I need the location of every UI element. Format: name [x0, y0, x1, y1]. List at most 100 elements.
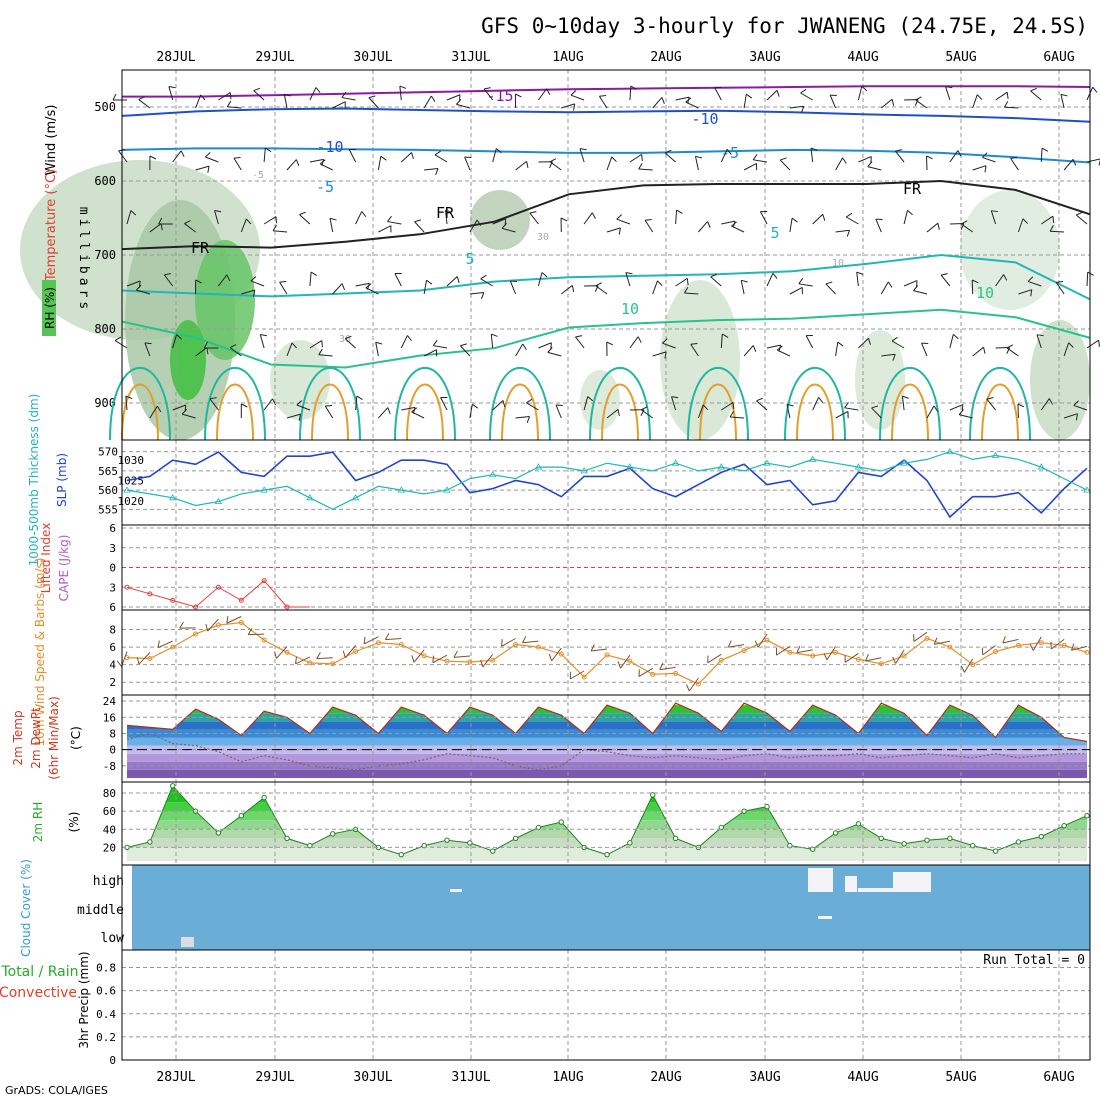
barb-staff — [276, 646, 288, 659]
barb-feather — [617, 409, 620, 417]
barb-staff — [324, 405, 334, 419]
barb-feather — [325, 404, 333, 407]
barb-staff — [136, 289, 151, 295]
surface-wind-barb — [754, 633, 768, 648]
wind-barb — [138, 96, 151, 109]
wind-tick-label: 6 — [109, 641, 116, 654]
contour-label: FR — [903, 180, 922, 198]
warm-contour — [601, 383, 639, 441]
barb-staff — [743, 345, 754, 357]
isotherm-line — [122, 85, 1091, 98]
rh-band — [127, 829, 1087, 839]
barb-feather — [456, 276, 460, 284]
wind-barb — [348, 148, 357, 163]
slp-tick-label: 1025 — [118, 475, 145, 488]
barb-feather — [436, 349, 438, 357]
wind-barb — [714, 86, 722, 101]
barb-staff — [233, 157, 242, 171]
barb-staff — [690, 343, 699, 357]
thickness-marker — [717, 463, 725, 470]
wind-barb — [377, 155, 387, 171]
wind-barb — [296, 400, 311, 411]
barb-staff — [766, 273, 774, 287]
wind-barb — [309, 271, 318, 287]
pressure-tick-label: 900 — [94, 396, 116, 410]
barb-feather — [1003, 274, 1008, 281]
barb-staff — [375, 342, 379, 357]
barb-staff — [296, 404, 311, 411]
barb-staff — [453, 655, 470, 658]
barb-staff — [1036, 334, 1042, 349]
rh-marker — [672, 835, 679, 842]
barb-staff — [401, 406, 416, 411]
barb-feather — [136, 657, 140, 665]
wind-barb — [203, 341, 219, 349]
barb-staff — [1055, 282, 1065, 295]
barb-feather — [1048, 398, 1053, 405]
surface-wind-barb — [913, 631, 928, 642]
barb-feather — [284, 93, 291, 97]
wind-barb — [299, 211, 311, 225]
barb-feather — [1027, 276, 1034, 282]
barb-staff — [469, 404, 473, 419]
surface-wind-barb — [590, 644, 608, 652]
barb-staff — [226, 616, 242, 624]
barb-feather — [846, 230, 850, 237]
rh-marker — [238, 813, 244, 819]
barb-staff — [240, 218, 247, 233]
barb-feather — [144, 342, 152, 345]
barb-feather — [399, 85, 407, 89]
barb-feather — [937, 223, 940, 230]
barb-staff — [986, 398, 996, 411]
barb-feather — [207, 166, 210, 173]
bottom-date-label: 2AUG — [650, 1070, 681, 1085]
barb-staff — [871, 407, 882, 419]
wind-barb — [378, 225, 392, 233]
wind-barb — [355, 282, 370, 290]
bottom-date-label: 28JUL — [156, 1070, 195, 1085]
wind-barb — [399, 85, 407, 101]
rh-marker — [398, 851, 404, 858]
wind-barb — [800, 88, 813, 101]
barb-feather — [547, 347, 553, 353]
barb-staff — [195, 94, 202, 109]
barb-feather — [686, 278, 689, 286]
wind-barb — [915, 96, 928, 109]
thickness-tick-label: 570 — [98, 446, 118, 459]
barb-staff — [263, 216, 277, 225]
barb-feather — [984, 165, 987, 173]
thickness-marker — [1037, 463, 1045, 470]
barb-feather — [453, 650, 458, 658]
barb-staff — [583, 396, 589, 411]
barb-feather — [659, 662, 664, 670]
barb-feather — [710, 273, 718, 278]
barb-staff — [363, 636, 379, 645]
contour-label: 30 — [537, 232, 549, 243]
rh-marker — [261, 794, 267, 801]
surface-wind-barb — [981, 645, 996, 656]
wind-barb — [720, 333, 729, 349]
wind-speed-marker — [558, 651, 564, 657]
thickness-marker — [763, 459, 771, 466]
barb-staff — [688, 677, 699, 692]
barb-feather — [892, 354, 896, 361]
rh-band — [127, 838, 1087, 848]
barb-staff — [182, 413, 196, 419]
barb-feather — [830, 94, 837, 97]
barb-staff — [355, 282, 370, 287]
surface-wind-barb — [226, 616, 242, 624]
wind-barb — [549, 158, 562, 171]
wind-barb — [378, 407, 391, 419]
wind-barb — [279, 280, 288, 295]
wind-barb — [835, 229, 850, 237]
barb-staff — [777, 349, 791, 357]
barb-feather — [664, 351, 667, 359]
barb-feather — [776, 345, 783, 351]
barb-staff — [526, 402, 539, 411]
barb-feather — [921, 342, 929, 345]
wind-barb — [986, 397, 996, 411]
barb-feather — [907, 210, 913, 216]
wind-barb — [464, 156, 472, 171]
temp-tick-label: 8 — [109, 727, 116, 740]
wind-barb — [844, 402, 859, 411]
